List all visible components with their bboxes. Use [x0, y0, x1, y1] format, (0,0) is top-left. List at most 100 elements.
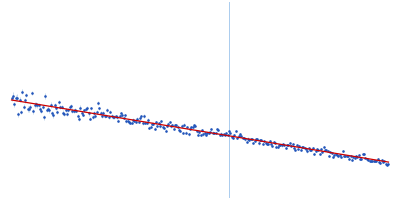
Point — [199, 129, 205, 132]
Point — [282, 146, 289, 149]
Point — [108, 114, 115, 117]
Point — [73, 109, 80, 112]
Point — [322, 149, 328, 152]
Point — [223, 131, 230, 135]
Point — [19, 90, 26, 93]
Point — [80, 113, 86, 116]
Point — [29, 91, 35, 95]
Point — [331, 153, 338, 156]
Point — [378, 159, 385, 162]
Point — [150, 122, 156, 125]
Point — [246, 139, 252, 142]
Point — [237, 132, 243, 135]
Point — [106, 116, 112, 119]
Point — [306, 147, 312, 150]
Point — [203, 133, 209, 136]
Point — [58, 105, 65, 108]
Point — [328, 151, 335, 154]
Point — [266, 139, 273, 143]
Point — [270, 140, 277, 143]
Point — [341, 155, 347, 158]
Point — [89, 116, 96, 119]
Point — [308, 148, 315, 152]
Point — [95, 101, 101, 105]
Point — [119, 113, 126, 117]
Point — [311, 152, 317, 156]
Point — [358, 157, 365, 160]
Point — [38, 109, 44, 112]
Point — [200, 133, 206, 136]
Point — [188, 125, 194, 128]
Point — [274, 146, 281, 149]
Point — [352, 156, 358, 159]
Point — [212, 131, 219, 134]
Point — [262, 141, 269, 144]
Point — [292, 149, 298, 152]
Point — [304, 150, 311, 153]
Point — [172, 123, 178, 127]
Point — [61, 112, 68, 116]
Point — [88, 107, 94, 110]
Point — [110, 115, 116, 119]
Point — [210, 131, 216, 134]
Point — [31, 103, 38, 107]
Point — [102, 114, 108, 117]
Point — [238, 134, 244, 138]
Point — [332, 153, 339, 156]
Point — [112, 115, 119, 118]
Point — [234, 137, 240, 140]
Point — [142, 121, 148, 124]
Point — [204, 131, 211, 135]
Point — [248, 137, 254, 140]
Point — [107, 110, 113, 114]
Point — [219, 133, 226, 137]
Point — [149, 122, 155, 125]
Point — [157, 124, 163, 128]
Point — [316, 152, 323, 155]
Point — [174, 125, 181, 128]
Point — [227, 132, 234, 135]
Point — [49, 111, 55, 115]
Point — [338, 155, 344, 158]
Point — [216, 133, 223, 136]
Point — [353, 154, 359, 157]
Point — [15, 113, 22, 116]
Point — [256, 142, 262, 145]
Point — [77, 106, 84, 109]
Point — [62, 108, 69, 112]
Point — [287, 141, 293, 144]
Point — [208, 128, 215, 131]
Point — [230, 136, 236, 140]
Point — [126, 121, 132, 124]
Point — [360, 153, 366, 156]
Point — [327, 150, 334, 153]
Point — [370, 159, 377, 162]
Point — [35, 103, 42, 107]
Point — [356, 153, 362, 156]
Point — [161, 126, 167, 129]
Point — [194, 130, 200, 133]
Point — [218, 132, 224, 135]
Point — [168, 125, 174, 128]
Point — [12, 96, 19, 99]
Point — [211, 131, 217, 135]
Point — [228, 135, 235, 138]
Point — [44, 108, 50, 112]
Point — [165, 122, 172, 125]
Point — [339, 150, 346, 153]
Point — [198, 133, 204, 137]
Point — [16, 98, 23, 101]
Point — [374, 158, 381, 161]
Point — [242, 138, 248, 141]
Point — [273, 145, 280, 148]
Point — [42, 94, 48, 98]
Point — [127, 121, 134, 124]
Point — [83, 107, 89, 110]
Point — [76, 117, 82, 120]
Point — [319, 150, 326, 153]
Point — [202, 132, 208, 135]
Point — [296, 144, 302, 147]
Point — [343, 154, 350, 158]
Point — [45, 107, 51, 110]
Point — [185, 133, 192, 136]
